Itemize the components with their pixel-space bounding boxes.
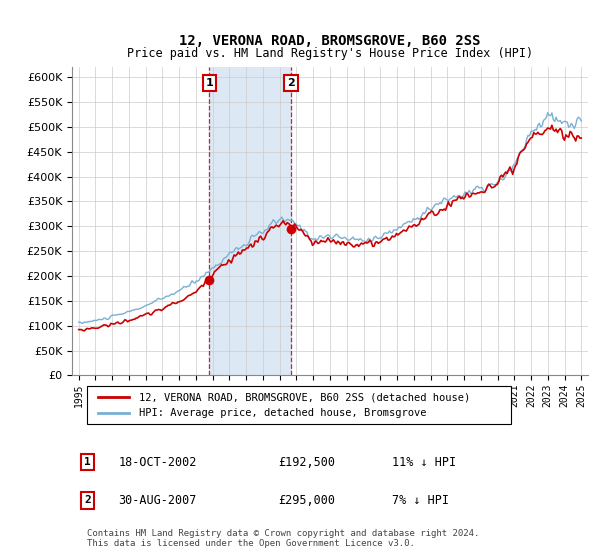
Text: 7% ↓ HPI: 7% ↓ HPI	[392, 494, 449, 507]
Text: 12, VERONA ROAD, BROMSGROVE, B60 2SS (detached house): 12, VERONA ROAD, BROMSGROVE, B60 2SS (de…	[139, 392, 470, 402]
Text: 1: 1	[206, 78, 213, 88]
Text: 11% ↓ HPI: 11% ↓ HPI	[392, 456, 456, 469]
Bar	[209, 67, 291, 375]
Text: Price paid vs. HM Land Registry's House Price Index (HPI): Price paid vs. HM Land Registry's House …	[127, 47, 533, 60]
Text: 12, VERONA ROAD, BROMSGROVE, B60 2SS: 12, VERONA ROAD, BROMSGROVE, B60 2SS	[179, 34, 481, 48]
Text: 1: 1	[84, 457, 91, 467]
Text: £192,500: £192,500	[278, 456, 335, 469]
Text: 18-OCT-2002: 18-OCT-2002	[118, 456, 197, 469]
Text: 2: 2	[84, 495, 91, 505]
Text: 2: 2	[287, 78, 295, 88]
Text: Contains HM Land Registry data © Crown copyright and database right 2024.
This d: Contains HM Land Registry data © Crown c…	[88, 529, 480, 548]
Text: HPI: Average price, detached house, Bromsgrove: HPI: Average price, detached house, Brom…	[139, 408, 427, 418]
Text: £295,000: £295,000	[278, 494, 335, 507]
Text: 30-AUG-2007: 30-AUG-2007	[118, 494, 197, 507]
